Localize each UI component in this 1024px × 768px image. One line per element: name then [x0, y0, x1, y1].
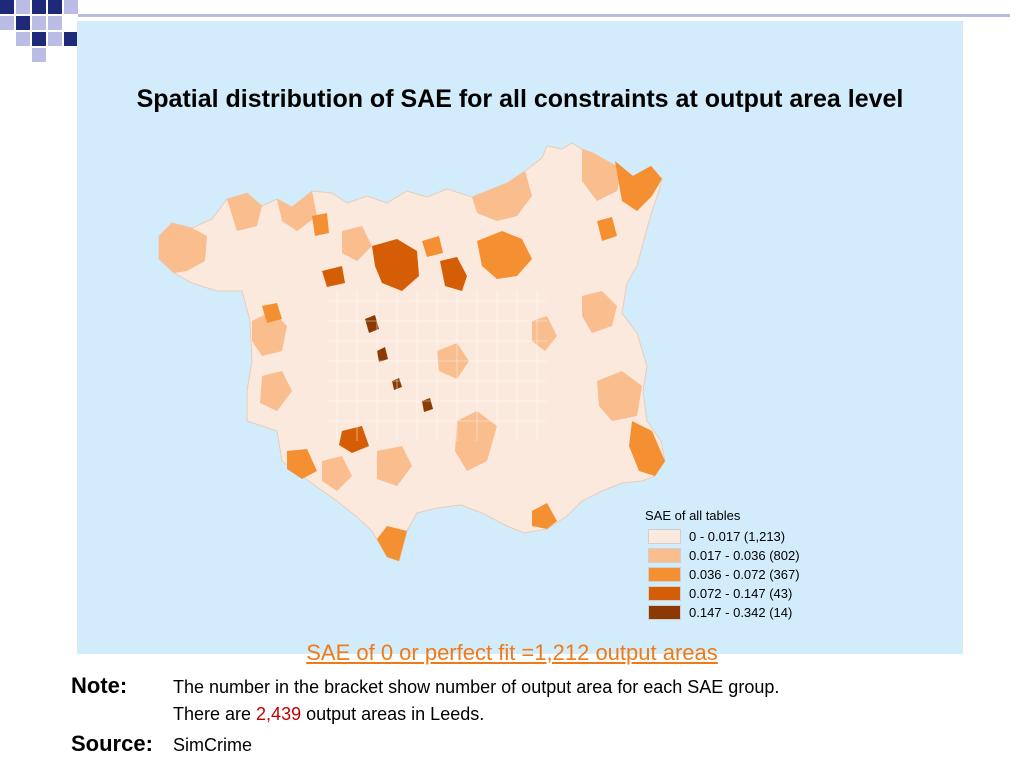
corner-square: [0, 0, 14, 14]
legend-swatch: [648, 567, 681, 582]
corner-square: [32, 48, 46, 62]
region-sae-3: [629, 421, 665, 476]
region-sae-2: [455, 411, 497, 471]
corner-square: [64, 32, 78, 46]
corner-square: [0, 16, 14, 30]
legend-item: 0.147 - 0.342 (14): [648, 603, 800, 622]
region-sae-4: [322, 266, 345, 287]
region-sae-2: [472, 171, 532, 221]
map-title: Spatial distribution of SAE for all cons…: [136, 85, 904, 113]
region-sae-2: [582, 149, 622, 201]
region-sae-4: [372, 239, 419, 291]
corner-square: [48, 32, 62, 46]
output-area-count: 2,439: [256, 704, 302, 724]
region-sae-4: [339, 426, 369, 453]
header-rule: [78, 14, 1010, 17]
map-panel: Spatial distribution of SAE for all cons…: [77, 21, 963, 654]
corner-square: [32, 32, 46, 46]
region-sae-2: [260, 371, 292, 411]
region-sae-3: [615, 161, 662, 211]
corner-square: [32, 16, 46, 30]
region-sae-3: [422, 236, 443, 257]
legend-label: 0.072 - 0.147 (43): [689, 586, 793, 601]
map-legend: SAE of all tables 0 - 0.017 (1,213) 0.01…: [645, 508, 800, 622]
region-sae-2: [227, 193, 262, 231]
note-prefix: There are: [173, 704, 257, 724]
legend-item: 0 - 0.017 (1,213): [648, 527, 800, 546]
legend-label: 0.036 - 0.072 (367): [689, 567, 800, 582]
region-sae-2: [252, 311, 287, 356]
legend-swatch: [648, 548, 681, 563]
region-sae-2: [342, 226, 372, 261]
corner-square: [16, 16, 30, 30]
region-sae-2: [159, 223, 207, 273]
region-sae-2: [597, 371, 642, 421]
leeds-map: [158, 142, 666, 562]
corner-square: [48, 16, 62, 30]
legend-title: SAE of all tables: [645, 508, 741, 523]
perfect-fit-link[interactable]: SAE of 0 or perfect fit =1,212 output ar…: [306, 640, 718, 665]
legend-item: 0.017 - 0.036 (802): [648, 546, 800, 565]
region-sae-5: [377, 347, 388, 362]
region-sae-3: [287, 449, 317, 479]
region-sae-2: [532, 316, 557, 351]
corner-square: [32, 0, 46, 14]
note-text-2: There are 2,439 output areas in Leeds.: [173, 704, 484, 725]
region-sae-5: [422, 398, 433, 412]
legend-label: 0.017 - 0.036 (802): [689, 548, 800, 563]
region-sae-3: [312, 213, 329, 236]
region-sae-2: [377, 446, 412, 486]
source-label: Source:: [71, 731, 153, 756]
region-sae-3: [377, 526, 407, 561]
region-sae-3: [532, 503, 557, 529]
region-sae-2: [277, 191, 317, 231]
map-regions: [159, 149, 665, 561]
legend-swatch: [648, 605, 681, 620]
region-sae-2: [322, 456, 352, 491]
region-sae-2: [582, 291, 617, 333]
corner-square: [16, 32, 30, 46]
note-suffix: output areas in Leeds.: [301, 704, 485, 724]
region-sae-3: [597, 217, 617, 241]
note-text: The number in the bracket show number of…: [173, 677, 780, 697]
region-sae-5: [365, 315, 379, 333]
corner-square: [64, 0, 78, 14]
legend-item: 0.072 - 0.147 (43): [648, 584, 800, 603]
note-label: Note:: [71, 673, 128, 698]
urban-core: [327, 291, 547, 441]
source-value: SimCrime: [173, 735, 252, 755]
region-sae-4: [440, 257, 467, 291]
region-sae-3: [477, 231, 532, 279]
corner-square: [48, 0, 62, 14]
legend-swatch: [648, 586, 681, 601]
legend-label: 0.147 - 0.342 (14): [689, 605, 793, 620]
region-sae-3: [262, 303, 282, 323]
legend-label: 0 - 0.017 (1,213): [689, 529, 786, 544]
corner-square: [16, 0, 30, 14]
legend-item: 0.036 - 0.072 (367): [648, 565, 800, 584]
legend-swatch: [648, 529, 681, 544]
